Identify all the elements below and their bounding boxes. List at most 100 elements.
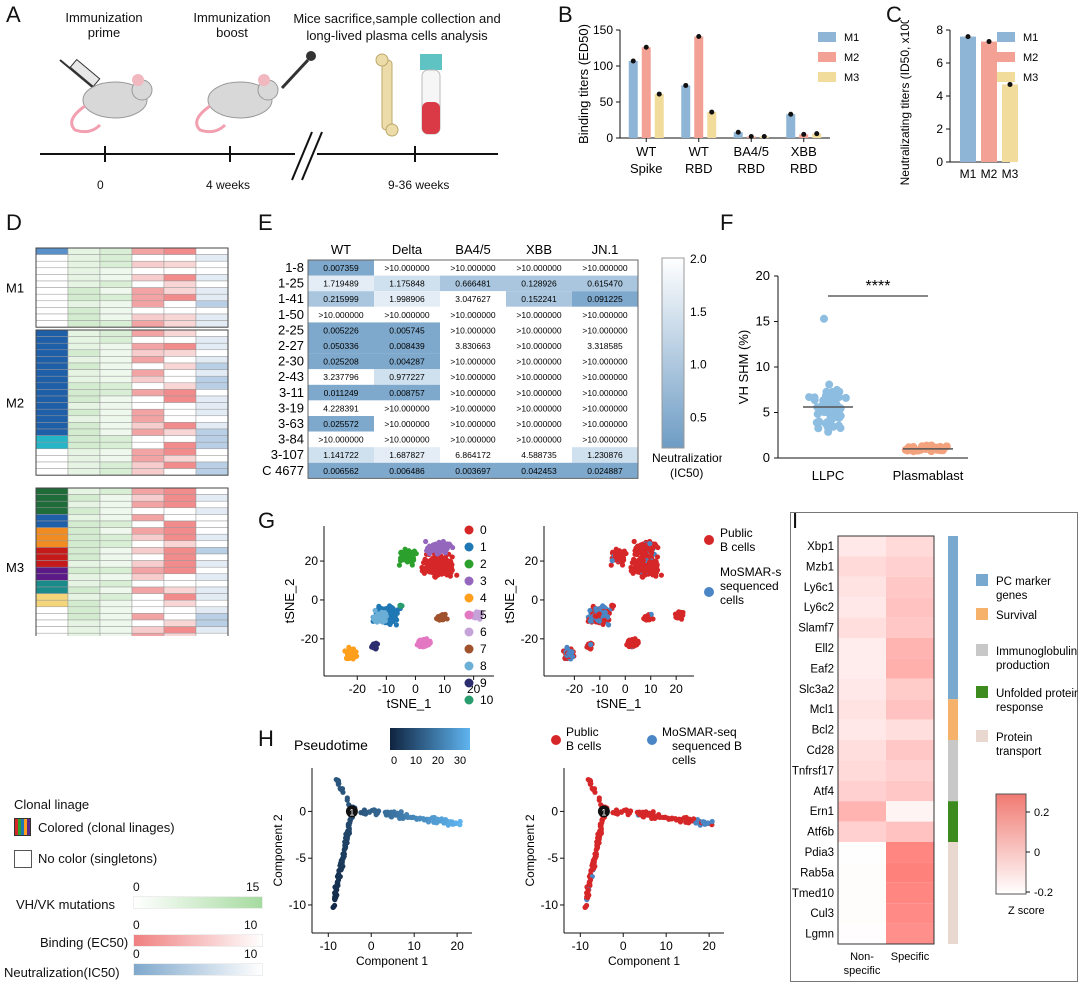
table-cell bbox=[440, 291, 506, 307]
cell-value: >10.000000 bbox=[516, 325, 561, 335]
heatmap-cell bbox=[99, 566, 133, 575]
table-cell bbox=[572, 291, 638, 307]
point-pseudotime bbox=[420, 815, 426, 822]
colorbar-tick: 1.5 bbox=[690, 305, 707, 319]
point-llpc bbox=[824, 427, 833, 436]
cell-value: >10.000000 bbox=[582, 310, 627, 320]
heatmap-cell bbox=[35, 349, 69, 357]
table-cell bbox=[308, 416, 374, 432]
heatmap-cell bbox=[163, 356, 197, 364]
point-pseudotime bbox=[439, 816, 445, 822]
point-pseudotime bbox=[389, 814, 395, 820]
point-pseudotime bbox=[433, 820, 440, 826]
point-public bbox=[654, 562, 660, 568]
heatmap-cell bbox=[195, 560, 229, 568]
heatmap-cell bbox=[163, 342, 197, 351]
heatmap-cell bbox=[99, 415, 133, 423]
heatmap-cell bbox=[163, 527, 197, 535]
pseudotime-tick: 20 bbox=[432, 755, 444, 767]
heatmap-cell bbox=[163, 547, 197, 555]
y-tick-label: 0 bbox=[551, 804, 558, 818]
heatmap-cell bbox=[163, 448, 197, 456]
legend-swatch-cluster bbox=[464, 593, 474, 603]
point-cluster-0 bbox=[432, 573, 438, 580]
heatmap-cell bbox=[131, 613, 165, 621]
table-cell bbox=[572, 275, 638, 292]
category-label-line1: BA4/5 bbox=[734, 144, 769, 159]
heatmap-cell bbox=[67, 382, 101, 390]
heatmap-cell bbox=[163, 540, 197, 548]
legend-swatch-cluster bbox=[464, 525, 474, 535]
category-label-line2: RBD bbox=[790, 161, 817, 176]
panel-label-d: D bbox=[6, 210, 22, 235]
heatmap-cell bbox=[99, 540, 133, 548]
column-header: JN.1 bbox=[592, 242, 619, 257]
point-public bbox=[585, 887, 591, 893]
heatmap-cell bbox=[67, 613, 101, 621]
heatmap-cell bbox=[131, 533, 165, 542]
heatmap-cell bbox=[67, 619, 101, 627]
table-cell bbox=[308, 400, 374, 416]
heatmap-cell bbox=[67, 293, 101, 302]
point-cluster-7 bbox=[435, 616, 441, 622]
heatmap-cell bbox=[35, 586, 69, 594]
y-tick-label: 5 bbox=[763, 405, 770, 420]
point-pseudotime bbox=[344, 830, 350, 836]
heatmap-cell bbox=[195, 448, 229, 456]
point-pseudotime bbox=[366, 809, 373, 815]
row-label: 3-19 bbox=[278, 400, 304, 415]
heatmap-cell bbox=[99, 619, 133, 627]
heatmap-cell bbox=[131, 287, 165, 295]
heatmap-cell bbox=[35, 274, 69, 282]
heatmap-cell bbox=[99, 613, 133, 621]
point-public bbox=[640, 563, 647, 569]
heatmap-cell bbox=[67, 254, 101, 262]
cell-specific bbox=[886, 821, 934, 842]
x-tick-label: 10 bbox=[438, 682, 452, 696]
pseudotime-tick: 10 bbox=[410, 755, 422, 767]
point-public bbox=[630, 643, 637, 649]
table-cell bbox=[506, 275, 572, 292]
table-cell bbox=[374, 384, 440, 401]
heatmap-cell bbox=[195, 428, 229, 436]
table-cell bbox=[374, 338, 440, 354]
heatmap-cell bbox=[35, 487, 69, 495]
heatmap-cell bbox=[35, 560, 69, 568]
x-tick-label: 20 bbox=[450, 939, 464, 953]
cell-nonspecific bbox=[838, 719, 886, 740]
heatmap-cell bbox=[131, 540, 165, 548]
panel-label-a: A bbox=[6, 2, 21, 27]
heatmap-cell bbox=[195, 606, 229, 614]
column-label: Non- bbox=[850, 951, 874, 963]
heatmap-cell bbox=[67, 500, 101, 509]
row-label: 1-41 bbox=[278, 291, 304, 306]
cell-value: >10.000000 bbox=[318, 310, 363, 320]
y-axis-label: Component 2 bbox=[271, 814, 285, 886]
cell-nonspecific bbox=[838, 923, 886, 944]
gene-label: Xbp1 bbox=[807, 541, 834, 553]
category-label: M3 bbox=[1002, 167, 1019, 181]
heatmap-cell bbox=[195, 547, 229, 555]
heatmap-cell bbox=[67, 307, 101, 315]
heatmap-cell bbox=[99, 320, 133, 328]
heatmap-cell bbox=[163, 632, 197, 636]
bar-point bbox=[801, 131, 807, 137]
heatmap-cell bbox=[99, 553, 133, 561]
heatmap-cell bbox=[67, 533, 101, 542]
table-cell bbox=[440, 416, 506, 432]
heatmap-cell bbox=[35, 375, 69, 384]
point-cluster-5 bbox=[415, 641, 421, 647]
colorbar-tick: 1.0 bbox=[690, 358, 707, 372]
heatmap-cell bbox=[35, 500, 69, 509]
cell-value: >10.000000 bbox=[450, 403, 495, 413]
point-pseudotime bbox=[333, 887, 339, 893]
heatmap-cell bbox=[99, 514, 133, 522]
bar-M2 bbox=[981, 41, 997, 162]
heatmap-cell bbox=[131, 468, 165, 476]
heatmap-cell bbox=[67, 320, 101, 328]
table-cell bbox=[572, 462, 638, 479]
heatmap-cell bbox=[131, 593, 165, 601]
heatmap-cell bbox=[195, 507, 229, 515]
heatmap-cell bbox=[99, 468, 133, 476]
legend-swatch-public bbox=[704, 535, 714, 545]
